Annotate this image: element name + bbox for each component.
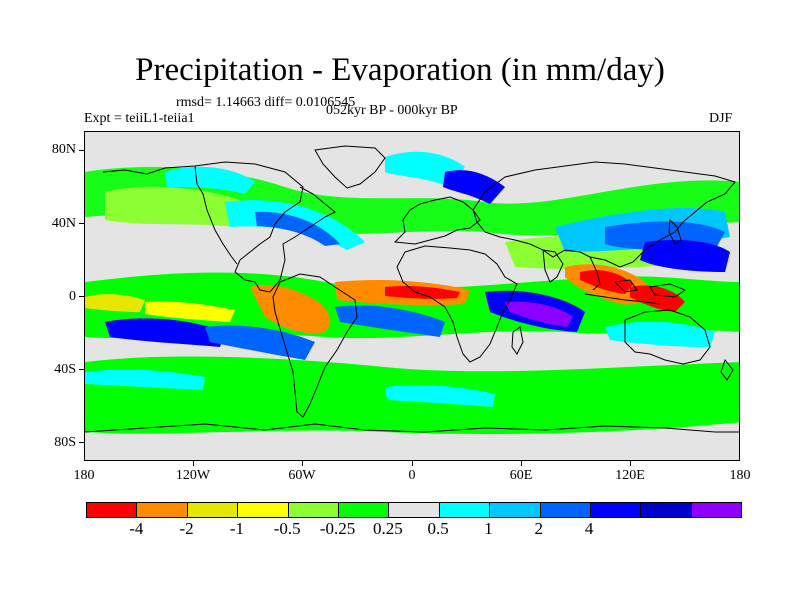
stats-label: rmsd= 1.14663 diff= 0.0106545 bbox=[176, 95, 356, 110]
y-label-80s: 80S bbox=[54, 435, 76, 450]
x-label-120e: 120E bbox=[615, 468, 645, 483]
colorbar-swatch bbox=[490, 503, 541, 517]
colorbar-swatch bbox=[691, 503, 742, 517]
colorbar-label: -2 bbox=[179, 519, 194, 538]
colorbar-label: -0.5 bbox=[273, 519, 301, 538]
x-label-180w: 180 bbox=[73, 468, 95, 483]
y-tick bbox=[79, 296, 84, 297]
x-label-120w: 120W bbox=[175, 468, 211, 483]
experiment-label: Expt = teiiL1-teiia1 bbox=[84, 111, 195, 126]
map-panel bbox=[84, 131, 740, 461]
colorbar-label: 2 bbox=[534, 519, 544, 538]
y-tick bbox=[79, 369, 84, 370]
colorbar-swatch bbox=[87, 503, 138, 517]
season-label: DJF bbox=[709, 111, 733, 126]
x-label-180e: 180 bbox=[729, 468, 751, 483]
colorbar-label: -1 bbox=[229, 519, 244, 538]
x-label-60w: 60W bbox=[288, 468, 316, 483]
x-tick bbox=[412, 461, 413, 466]
coastlines bbox=[85, 145, 739, 433]
colorbar-swatch bbox=[338, 503, 390, 517]
colorbar bbox=[86, 502, 742, 518]
y-tick bbox=[79, 150, 84, 151]
colorbar-swatch bbox=[137, 503, 188, 517]
colorbar-label: -4 bbox=[129, 519, 144, 538]
colorbar-label: 0.25 bbox=[372, 519, 403, 538]
colorbar-label: -0.25 bbox=[319, 519, 356, 538]
chart-title: Precipitation - Evaporation (in mm/day) bbox=[135, 52, 665, 88]
y-label-0: 0 bbox=[69, 289, 76, 304]
y-tick bbox=[79, 442, 84, 443]
y-label-40n: 40N bbox=[51, 216, 76, 231]
colorbar-label: 1 bbox=[484, 519, 493, 538]
x-label-0: 0 bbox=[408, 468, 416, 483]
field-and-coastlines bbox=[85, 145, 739, 434]
colorbar-swatch bbox=[590, 503, 642, 517]
y-tick bbox=[79, 223, 84, 224]
x-label-60e: 60E bbox=[509, 468, 533, 483]
field-shading bbox=[85, 151, 739, 434]
colorbar-swatch bbox=[641, 503, 692, 517]
x-tick bbox=[302, 461, 303, 466]
colorbar-swatch bbox=[187, 503, 239, 517]
colorbar-swatch bbox=[389, 503, 440, 517]
colorbar-swatch bbox=[540, 503, 591, 517]
x-tick bbox=[630, 461, 631, 466]
y-label-80n: 80N bbox=[51, 142, 76, 157]
y-label-40s: 40S bbox=[54, 362, 76, 377]
colorbar-label: 0.5 bbox=[427, 519, 449, 538]
period-label: 052kyr BP - 000kyr BP bbox=[326, 103, 458, 118]
colorbar-swatch bbox=[288, 503, 339, 517]
colorbar-swatch bbox=[238, 503, 289, 517]
colorbar-swatch bbox=[439, 503, 491, 517]
colorbar-label: 4 bbox=[584, 519, 594, 538]
x-tick bbox=[193, 461, 194, 466]
x-tick bbox=[521, 461, 522, 466]
